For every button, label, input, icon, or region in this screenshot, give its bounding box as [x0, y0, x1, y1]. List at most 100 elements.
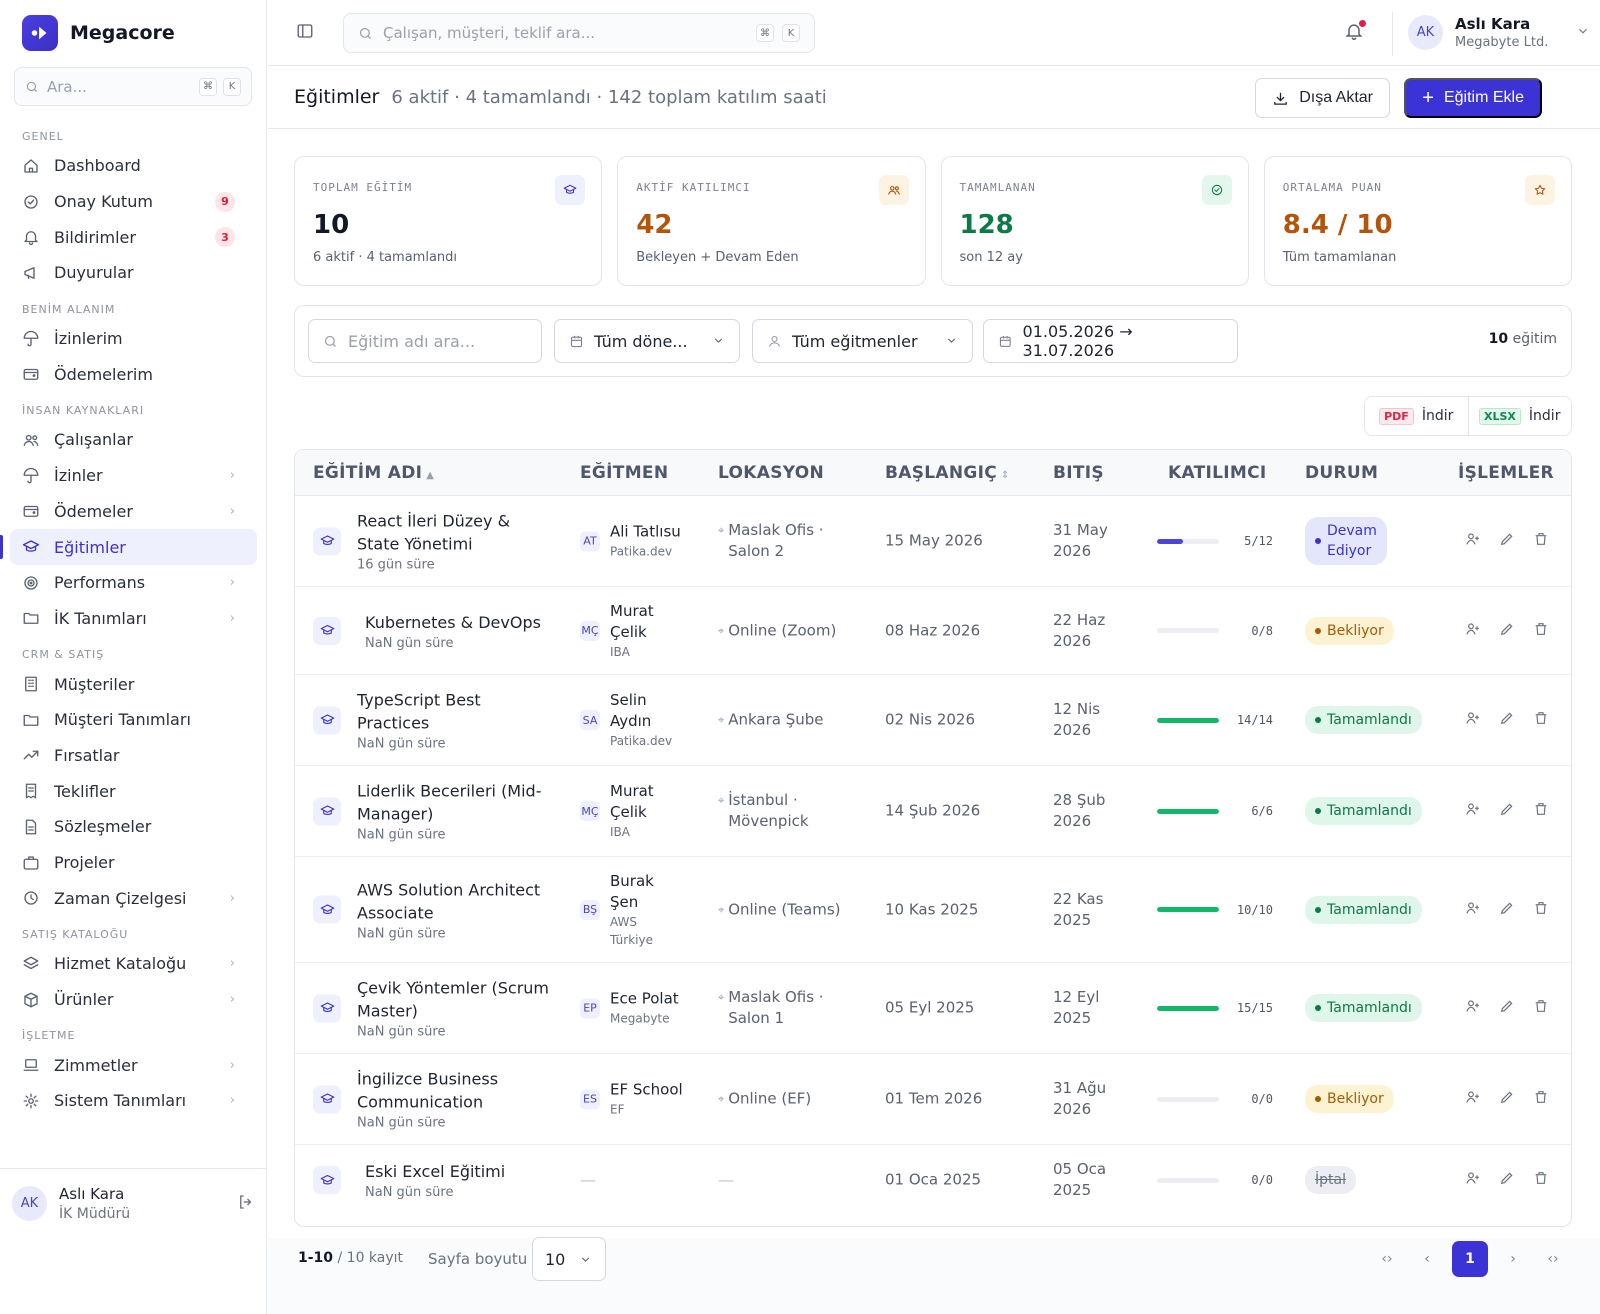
download-pdf-button[interactable]: PDF İndir [1365, 397, 1468, 435]
col-status: DURUM [1305, 463, 1379, 483]
col-training-name[interactable]: EĞİTİM ADI ▲ [313, 463, 434, 483]
user-menu[interactable]: AK Aslı Kara Megabyte Ltd. [1408, 15, 1590, 50]
sidebar-item[interactable]: Hizmet Kataloğu › [10, 946, 257, 982]
training-search-input[interactable]: Eğitim adı ara... [308, 319, 542, 363]
sidebar-item[interactable]: Dashboard [10, 148, 257, 184]
notifications-bell-icon[interactable] [1344, 19, 1367, 45]
sidebar-toggle-icon[interactable] [296, 22, 314, 44]
page-button-current[interactable]: 1 [1452, 1241, 1488, 1277]
edit-icon[interactable] [1499, 710, 1515, 730]
table-row[interactable]: Liderlik Becerileri (Mid- Manager) NaN gün… [295, 766, 1571, 857]
prev-page-icon[interactable]: ‹ [1424, 1251, 1430, 1267]
add-participant-icon[interactable] [1465, 1170, 1481, 1190]
chevron-right-icon: › [229, 468, 235, 484]
sidebar-item[interactable]: Zimmetler › [10, 1047, 257, 1083]
add-participant-icon[interactable] [1465, 801, 1481, 821]
trash-icon[interactable] [1533, 1170, 1549, 1190]
chevron-right-icon: › [229, 575, 235, 591]
edit-icon[interactable] [1499, 531, 1515, 551]
briefcase-icon [22, 854, 40, 872]
sidebar-item[interactable]: Performans › [10, 565, 257, 601]
logout-icon[interactable] [237, 1193, 255, 1215]
sidebar-item[interactable]: İzinler › [10, 458, 257, 494]
sidebar-item[interactable]: Bildirimler 3 [10, 219, 257, 255]
table-row[interactable]: Kubernetes & DevOps NaN gün süre MÇ Murat Çe… [295, 587, 1571, 675]
sidebar-item[interactable]: İzinlerim [10, 321, 257, 357]
add-participant-icon[interactable] [1465, 531, 1481, 551]
stat-value: 128 [959, 210, 1014, 240]
sidebar-item[interactable]: Duyurular [10, 255, 257, 291]
add-participant-icon[interactable] [1465, 998, 1481, 1018]
location-cell: ⌖ Online (EF) [718, 1089, 811, 1110]
add-participant-icon[interactable] [1465, 621, 1481, 641]
instructor-cell: EP Ece Polat Megabyte [580, 989, 679, 1028]
sidebar-item[interactable]: Zaman Çizelgesi › [10, 880, 257, 916]
trash-icon[interactable] [1533, 621, 1549, 641]
status-dot [1315, 1096, 1321, 1102]
first-page-icon[interactable]: ‹› [1381, 1251, 1393, 1267]
sidebar-item[interactable]: Sözleşmeler [10, 809, 257, 845]
col-start[interactable]: BAŞLANGIÇ ⇕ [885, 463, 1010, 483]
add-participant-icon[interactable] [1465, 900, 1481, 920]
date-range-value: 01.05.2026 → 31.07.2026 [1022, 322, 1133, 360]
sidebar-item[interactable]: Ödemelerim [10, 356, 257, 392]
edit-icon[interactable] [1499, 998, 1515, 1018]
sidebar-search-input[interactable]: Ara... ⌘ K [14, 67, 252, 106]
brand[interactable]: Megacore [22, 15, 175, 51]
global-search-input[interactable]: Çalışan, müşteri, teklif ara... ⌘ K [343, 13, 815, 53]
date-range-picker[interactable]: 01.05.2026 → 31.07.2026 [983, 319, 1238, 363]
trash-icon[interactable] [1533, 710, 1549, 730]
sidebar-item[interactable]: Müşteri Tanımları [10, 702, 257, 738]
table-row[interactable]: Eski Excel Eğitimi NaN gün süre — — 01 Oca 2… [295, 1145, 1571, 1215]
page-size-select[interactable]: 10 [532, 1237, 606, 1281]
sidebar-item-label: Ürünler [54, 990, 114, 1010]
trash-icon[interactable] [1533, 998, 1549, 1018]
sidebar-item[interactable]: Teklifler [10, 773, 257, 809]
trash-icon[interactable] [1533, 900, 1549, 920]
end-date: 12 Nis [1053, 700, 1101, 718]
add-participant-icon[interactable] [1465, 710, 1481, 730]
sidebar-item[interactable]: Eğitimler [0, 529, 257, 565]
chevron-right-icon: › [229, 610, 235, 626]
trash-icon[interactable] [1533, 1089, 1549, 1109]
participants-cell: 14/14 [1157, 713, 1273, 727]
next-page-icon[interactable]: › [1510, 1251, 1516, 1267]
last-page-icon[interactable]: ‹› [1547, 1251, 1559, 1267]
training-name-cell: React İleri Düzey & State Yönetimi 16 gün … [313, 510, 562, 573]
table-row[interactable]: AWS Solution Architect Associate NaN gün s… [295, 857, 1571, 963]
sidebar-item[interactable]: Fırsatlar [10, 738, 257, 774]
edit-icon[interactable] [1499, 1089, 1515, 1109]
end-date: 2026 [1053, 721, 1092, 739]
period-select[interactable]: Tüm döne... [554, 319, 740, 363]
sidebar-item[interactable]: İK Tanımları › [10, 601, 257, 637]
location-line: İstanbul · [728, 791, 798, 809]
sidebar-item[interactable]: Ödemeler › [10, 494, 257, 530]
add-training-button[interactable]: + Eğitim Ekle [1404, 78, 1542, 118]
table-row[interactable]: TypeScript Best Practices NaN gün süre SA Se… [295, 675, 1571, 766]
edit-icon[interactable] [1499, 621, 1515, 641]
sidebar-item[interactable]: Sistem Tanımları › [10, 1083, 257, 1119]
add-participant-icon[interactable] [1465, 1089, 1481, 1109]
end-date-cell: 12 Eyl 2025 [1053, 987, 1099, 1029]
sidebar-item[interactable]: Müşteriler [10, 666, 257, 702]
status-dot [1315, 627, 1321, 634]
edit-icon[interactable] [1499, 900, 1515, 920]
instructor-select[interactable]: Tüm eğitmenler [752, 319, 973, 363]
sidebar-item[interactable]: Projeler [10, 845, 257, 881]
trash-icon[interactable] [1533, 801, 1549, 821]
table-row[interactable]: İngilizce Business Communication NaN gün s… [295, 1054, 1571, 1145]
table-row[interactable]: React İleri Düzey & State Yönetimi 16 gün … [295, 496, 1571, 587]
sidebar-user[interactable]: AK Aslı Kara İK Müdürü [0, 1168, 267, 1238]
table-row[interactable]: Çevik Yöntemler (Scrum Master) NaN gün sür… [295, 963, 1571, 1054]
sidebar-item[interactable]: Ürünler › [10, 982, 257, 1018]
sidebar-item[interactable]: Çalışanlar [10, 422, 257, 458]
edit-icon[interactable] [1499, 1170, 1515, 1190]
stat-subtext: 6 aktif · 4 tamamlandı [313, 250, 458, 265]
export-button[interactable]: Dışa Aktar [1255, 78, 1390, 118]
instructor-cell: AT Ali Tatlısu Patika.dev [580, 522, 681, 561]
trash-icon[interactable] [1533, 531, 1549, 551]
edit-icon[interactable] [1499, 801, 1515, 821]
instructor-name: Murat [610, 782, 654, 800]
sidebar-item[interactable]: Onay Kutum 9 [10, 184, 257, 220]
download-xlsx-button[interactable]: XLSX İndir [1467, 397, 1572, 435]
